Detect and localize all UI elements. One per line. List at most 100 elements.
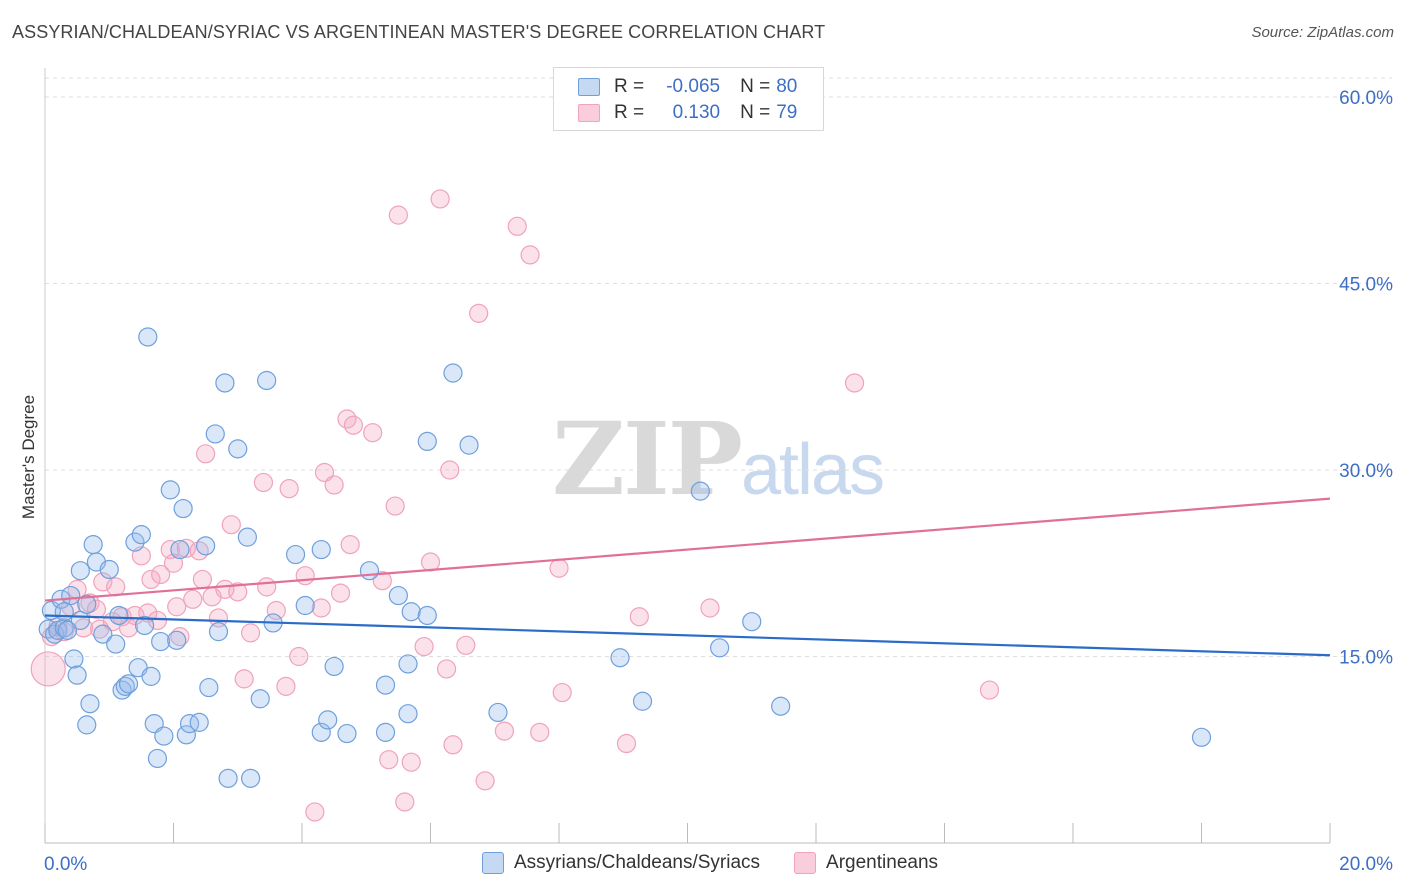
y-tick-label: 45.0% xyxy=(1339,275,1393,296)
data-point xyxy=(398,654,418,674)
data-point xyxy=(115,676,135,696)
legend-r-value: 0.130 xyxy=(672,102,721,123)
data-point xyxy=(147,610,168,631)
legend-n-label: N = xyxy=(740,76,771,97)
data-point xyxy=(109,605,129,626)
data-point xyxy=(250,689,270,709)
data-point xyxy=(196,444,216,464)
data-point xyxy=(67,665,87,685)
correlation-legend: R = -0.065 N = 80 R = 0.130 N = 79 xyxy=(553,67,824,131)
data-point xyxy=(436,659,457,679)
source-label: Source: ZipAtlas.com xyxy=(1251,24,1394,41)
data-point xyxy=(192,569,213,590)
data-point xyxy=(629,607,649,627)
data-point xyxy=(549,558,569,578)
data-point xyxy=(183,589,203,609)
data-point xyxy=(414,636,434,657)
data-point xyxy=(38,619,58,639)
data-point xyxy=(189,712,209,732)
points-argentineans xyxy=(30,189,1000,822)
data-point xyxy=(440,460,460,480)
legend-row-argentineans: R = 0.130 N = 79 xyxy=(578,100,797,126)
data-point xyxy=(343,415,363,435)
data-point xyxy=(234,669,254,689)
data-point xyxy=(388,585,408,606)
data-point xyxy=(359,561,380,581)
data-point xyxy=(324,656,344,677)
trend-line xyxy=(44,614,1331,657)
data-point xyxy=(118,674,139,694)
data-point xyxy=(179,714,200,734)
data-point xyxy=(208,622,229,642)
data-point xyxy=(218,768,238,788)
data-point xyxy=(330,583,351,603)
data-point xyxy=(469,303,489,323)
data-point xyxy=(417,431,437,452)
x-tick-label-min: 0.0% xyxy=(44,854,87,875)
data-point xyxy=(420,552,441,572)
trend-line xyxy=(44,497,1331,602)
legend-swatch-pink xyxy=(794,852,817,874)
data-point xyxy=(141,666,161,686)
data-point xyxy=(80,694,100,714)
data-point xyxy=(295,595,315,616)
data-point xyxy=(221,515,241,535)
data-point xyxy=(475,771,495,791)
data-point xyxy=(151,564,171,585)
data-point xyxy=(372,571,392,591)
data-point xyxy=(86,599,107,619)
data-point xyxy=(398,704,418,724)
data-point xyxy=(99,559,119,580)
data-point xyxy=(237,527,257,547)
data-point xyxy=(57,620,78,640)
data-point xyxy=(616,733,637,754)
data-point xyxy=(318,710,338,730)
legend-swatch-pink xyxy=(578,104,600,122)
data-point xyxy=(173,498,193,519)
data-point xyxy=(151,631,171,652)
data-point xyxy=(700,598,720,618)
trend-lines xyxy=(44,497,1331,657)
grid-lines xyxy=(45,77,1392,657)
data-point xyxy=(1191,727,1212,747)
data-point xyxy=(285,544,306,565)
data-point xyxy=(690,481,710,501)
data-point xyxy=(632,691,653,711)
y-tick-label: 30.0% xyxy=(1339,461,1393,482)
data-point xyxy=(311,539,331,560)
data-point xyxy=(176,725,196,745)
chart-title: ASSYRIAN/CHALDEAN/SYRIAC VS ARGENTINEAN … xyxy=(12,22,826,42)
series-legend: Assyrians/Chaldeans/Syriacs Argentineans xyxy=(482,852,972,874)
data-point xyxy=(189,541,209,561)
legend-r-label: R = xyxy=(614,76,645,97)
data-point xyxy=(147,748,168,769)
data-point xyxy=(979,680,1000,700)
axes xyxy=(44,68,1331,844)
data-point xyxy=(64,649,84,669)
data-point xyxy=(93,572,113,592)
data-point xyxy=(459,435,479,455)
y-axis-label: Master's Degree xyxy=(19,395,38,519)
data-point xyxy=(167,630,187,650)
legend-label-argentineans: Argentineans xyxy=(826,852,939,873)
legend-item-assyrians: Assyrians/Chaldeans/Syriacs xyxy=(482,852,760,874)
legend-r-label: R = xyxy=(614,102,645,123)
data-point xyxy=(170,627,190,647)
data-point xyxy=(552,682,572,703)
legend-r-value: -0.065 xyxy=(666,76,721,97)
data-point xyxy=(295,566,315,586)
watermark-zip: ZIP xyxy=(552,400,743,518)
legend-swatch-blue xyxy=(482,852,504,874)
data-point xyxy=(106,634,126,654)
data-point xyxy=(257,577,277,597)
data-point xyxy=(311,598,331,618)
data-point xyxy=(610,648,630,668)
data-point xyxy=(54,602,74,622)
data-point xyxy=(844,373,865,393)
data-point xyxy=(241,623,261,643)
data-point xyxy=(401,602,421,622)
data-point xyxy=(375,675,396,695)
data-point xyxy=(215,373,235,393)
data-point xyxy=(228,439,248,459)
